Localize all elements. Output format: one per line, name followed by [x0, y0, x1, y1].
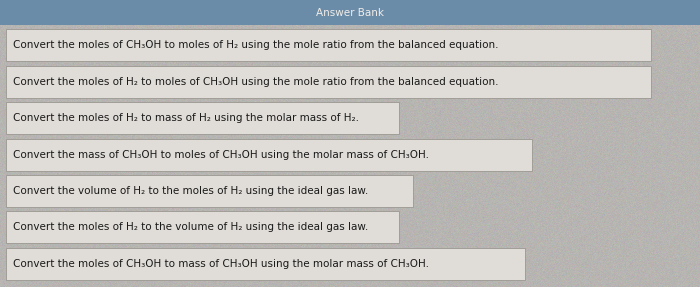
FancyBboxPatch shape [6, 139, 532, 170]
FancyBboxPatch shape [6, 211, 399, 243]
Text: Convert the moles of H₂ to moles of CH₃OH using the mole ratio from the balanced: Convert the moles of H₂ to moles of CH₃O… [13, 77, 498, 87]
Text: Convert the moles of CH₃OH to moles of H₂ using the mole ratio from the balanced: Convert the moles of CH₃OH to moles of H… [13, 40, 498, 50]
Text: Convert the moles of CH₃OH to mass of CH₃OH using the molar mass of CH₃OH.: Convert the moles of CH₃OH to mass of CH… [13, 259, 428, 269]
Text: Convert the volume of H₂ to the moles of H₂ using the ideal gas law.: Convert the volume of H₂ to the moles of… [13, 186, 368, 196]
FancyBboxPatch shape [6, 66, 651, 98]
FancyBboxPatch shape [6, 175, 413, 207]
Text: Convert the mass of CH₃OH to moles of CH₃OH using the molar mass of CH₃OH.: Convert the mass of CH₃OH to moles of CH… [13, 150, 428, 160]
Text: Convert the moles of H₂ to the volume of H₂ using the ideal gas law.: Convert the moles of H₂ to the volume of… [13, 222, 368, 232]
Text: Convert the moles of H₂ to mass of H₂ using the molar mass of H₂.: Convert the moles of H₂ to mass of H₂ us… [13, 113, 358, 123]
FancyBboxPatch shape [6, 248, 525, 280]
Text: Answer Bank: Answer Bank [316, 7, 384, 18]
FancyBboxPatch shape [0, 0, 700, 25]
FancyBboxPatch shape [6, 102, 399, 134]
FancyBboxPatch shape [6, 29, 651, 61]
